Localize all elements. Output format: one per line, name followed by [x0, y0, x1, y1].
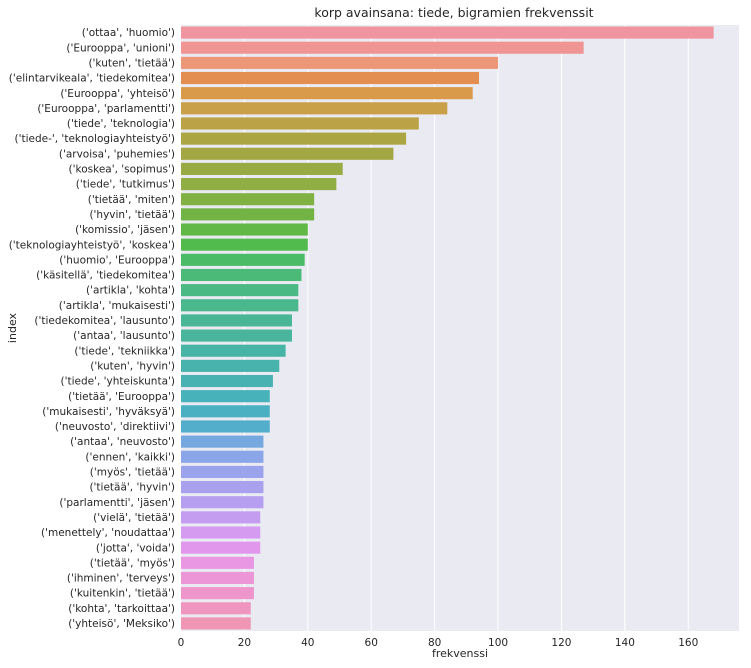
bar: [181, 193, 315, 206]
y-tick-label: ('kuten', 'hyvin'): [90, 360, 175, 372]
y-tick-label: ('kuitenkin', 'tietää'): [70, 588, 175, 600]
x-tick-label: 60: [365, 637, 378, 649]
bar: [181, 344, 286, 357]
bar: [181, 511, 261, 524]
y-tick-label: ('ottaa', 'huomio'): [82, 27, 175, 39]
bar: [181, 587, 254, 600]
bar: [181, 132, 407, 145]
bar: [181, 405, 270, 418]
y-tick-label: ('mukaisesti', 'hyväksyä'): [42, 406, 175, 418]
bar: [181, 26, 714, 39]
y-tick-label: ('huomio', 'Eurooppa'): [59, 254, 175, 266]
x-tick-label: 100: [488, 637, 508, 649]
y-axis-label: index: [6, 312, 19, 343]
y-tick-label: ('tiede', 'tutkimus'): [76, 179, 175, 191]
y-tick-label: ('myös', 'tietää'): [90, 467, 175, 479]
bar: [181, 617, 251, 630]
y-tick-label: ('menettely', 'noudattaa'): [41, 527, 175, 539]
chart-title: korp avainsana: tiede, bigramien frekven…: [314, 5, 593, 20]
y-tick-label: ('artikla', 'mukaisesti'): [59, 300, 175, 312]
y-tick-label: ('teknologiayhteistyö', 'koskea'): [9, 239, 175, 251]
y-tick-label: ('tiede', 'tekniikka'): [74, 345, 175, 357]
y-tick-label: ('neuvosto', 'direktiivi'): [55, 421, 175, 433]
bar: [181, 299, 299, 312]
y-tick-label: ('tietää', 'miten'): [88, 194, 175, 206]
x-tick-labels: 0 20 40 60 80 100 120 140 160: [178, 637, 699, 649]
y-tick-label: ('jotta', 'voida'): [96, 542, 175, 554]
x-tick-label: 40: [301, 637, 314, 649]
bar: [181, 374, 273, 388]
y-tick-label: ('ihminen', 'terveys'): [67, 573, 175, 585]
bar: [181, 87, 473, 100]
plot-area: [181, 25, 739, 631]
x-tick-label: 80: [428, 637, 441, 649]
bar: [181, 147, 394, 160]
y-tick-label: ('tiedekomitea', 'lausunto'): [34, 315, 175, 327]
bar: [181, 208, 315, 221]
bar: [181, 71, 480, 85]
x-tick-label: 20: [238, 637, 251, 649]
bar: [181, 465, 264, 478]
y-tick-label: ('koskea', 'sopimus'): [69, 164, 175, 176]
bar: [181, 178, 337, 191]
bar: [181, 390, 270, 403]
bar: [181, 284, 299, 297]
bar: [181, 571, 254, 585]
y-tick-labels: ('ottaa', 'huomio') ('Eurooppa', 'unioni'…: [9, 27, 175, 630]
y-tick-label: ('hyvin', 'tietää'): [89, 209, 175, 221]
bar: [181, 56, 499, 69]
bar: [181, 268, 302, 282]
x-tick-label: 0: [178, 637, 185, 649]
x-axis-label: frekvenssi: [432, 647, 488, 660]
bar: [181, 420, 270, 433]
y-tick-label: ('elintarvikeala', 'tiedekomitea'): [9, 73, 175, 85]
y-tick-label: ('Eurooppa', 'yhteisö'): [60, 88, 175, 100]
bar: [181, 556, 254, 569]
bars: [181, 26, 714, 630]
y-tick-label: ('antaa', 'lausunto'): [73, 330, 175, 342]
bar: [181, 359, 280, 372]
y-tick-label: ('tiede', 'teknologia'): [67, 118, 175, 130]
bar: [181, 223, 308, 236]
bar: [181, 253, 305, 266]
x-tick-label: 140: [615, 637, 635, 649]
y-tick-label: ('käsitellä', 'tiedekomitea'): [36, 270, 175, 282]
bar: [181, 314, 292, 327]
y-tick-label: ('yhteisö', 'Meksiko'): [68, 618, 175, 630]
y-tick-label: ('tiede-', 'teknologiayhteistyö'): [14, 133, 175, 145]
bar: [181, 238, 308, 251]
bar: [181, 526, 261, 539]
y-tick-label: ('arvoisa', 'puhemies'): [59, 148, 175, 160]
bar: [181, 41, 584, 54]
bar: [181, 117, 419, 130]
y-tick-label: ('vielä', 'tietää'): [93, 512, 175, 524]
y-tick-label: ('tietää', 'myös'): [90, 557, 175, 569]
bar: [181, 329, 292, 342]
y-tick-label: ('tiede', 'yhteiskunta'): [61, 376, 176, 388]
bar: [181, 602, 251, 615]
x-tick-label: 120: [551, 637, 571, 649]
bar: [181, 481, 264, 494]
y-tick-label: ('Eurooppa', 'unioni'): [66, 42, 175, 54]
bar: [181, 102, 448, 115]
bar: [181, 541, 261, 554]
y-tick-label: ('antaa', 'neuvosto'): [70, 436, 175, 448]
y-tick-label: ('tietää', 'Eurooppa'): [68, 391, 175, 403]
y-tick-label: ('ennen', 'kaikki'): [85, 451, 175, 463]
x-tick-label: 160: [678, 637, 698, 649]
bar: [181, 496, 264, 509]
bar: [181, 435, 264, 448]
y-tick-label: ('kohta', 'tarkoittaa'): [68, 603, 175, 615]
y-tick-label: ('parlamentti', 'jäsen'): [59, 497, 175, 509]
bar: [181, 450, 264, 463]
y-tick-label: ('komissio', 'jäsen'): [75, 224, 175, 236]
bar: [181, 162, 343, 175]
y-tick-label: ('tietää', 'hyvin'): [89, 482, 175, 494]
y-tick-label: ('artikla', 'kohta'): [86, 285, 175, 297]
y-tick-label: ('kuten', 'tietää'): [88, 57, 175, 69]
y-tick-label: ('Eurooppa', 'parlamentti'): [37, 103, 175, 115]
